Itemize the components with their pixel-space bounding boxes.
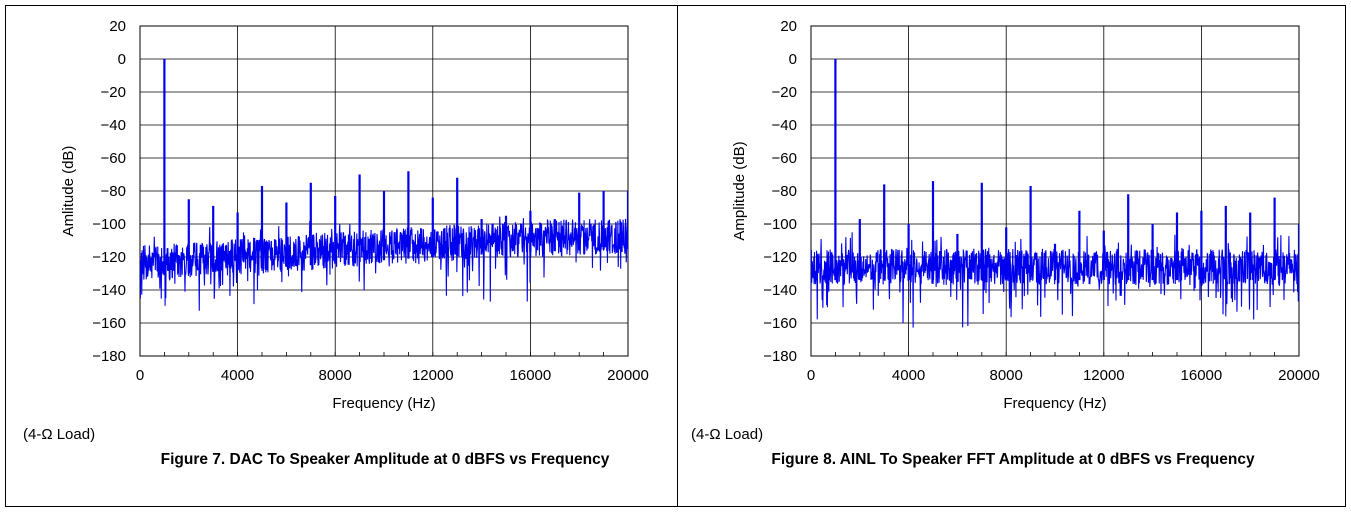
y-tick-label: −160 [763,315,797,332]
chart-plot-7: 20 0 −20 −40 −60 −80 −100 −120 −140 −160 −180 0 4000… [60,18,649,412]
x-tick-label: 8000 [319,367,352,384]
x-axis-label: Frequency (Hz) [332,395,435,412]
y-tick-label: −160 [92,315,126,332]
y-tick-label: −60 [772,150,797,167]
figure-frame [5,5,1346,507]
x-tick-label: 12000 [412,367,454,384]
chart-plot-8: 20 0 −20 −40 −60 −80 −100 −120 −140 −160 −180 0 4000… [731,18,1320,412]
x-tick-label: 4000 [221,367,254,384]
figure-divider [677,5,678,507]
y-tick-label: −120 [92,249,126,266]
x-tick-label: 8000 [990,367,1023,384]
y-tick-label: 0 [118,51,126,68]
figure-panel-8: 20 0 −20 −40 −60 −80 −100 −120 −140 −160 −180 0 4000… [678,5,1350,507]
x-tick-label: 0 [807,367,815,384]
y-tick-label: −60 [101,150,126,167]
y-tick-label: −140 [92,282,126,299]
y-axis-label: Amlitude (dB) [60,146,77,237]
x-tick-label: 0 [136,367,144,384]
y-tick-label: −140 [763,282,797,299]
x-tick-label: 16000 [510,367,552,384]
y-tick-label: −100 [763,216,797,233]
chart-svg-7: 20 0 −20 −40 −60 −80 −100 −120 −140 −160 −180 0 4000… [60,18,649,412]
figure-panel-7: 20 0 −20 −40 −60 −80 −100 −120 −140 −160 −180 0 4000… [5,5,677,507]
y-tick-label: −180 [763,348,797,365]
x-axis-label: Frequency (Hz) [1003,395,1106,412]
y-tick-label: 0 [789,51,797,68]
y-tick-label: −80 [101,183,126,200]
y-tick-label: −40 [101,117,126,134]
figure-caption-8: Figure 8. AINL To Speaker FFT Amplitude … [771,451,1255,468]
x-tick-label: 20000 [1278,367,1320,384]
chart-svg-8: 20 0 −20 −40 −60 −80 −100 −120 −140 −160 −180 0 4000… [731,18,1320,412]
y-tick-label: −100 [92,216,126,233]
plot-border [810,25,1300,357]
y-tick-label: 20 [109,18,126,35]
x-tick-label: 20000 [607,367,649,384]
x-tick-label: 16000 [1181,367,1223,384]
y-axis-label: Amplitude (dB) [731,141,748,240]
y-tick-label: 20 [780,18,797,35]
y-tick-label: −80 [772,183,797,200]
y-tick-label: −180 [92,348,126,365]
x-tick-label: 4000 [892,367,925,384]
y-tick-label: −40 [772,117,797,134]
y-tick-label: −20 [101,84,126,101]
load-note-7: (4-Ω Load) [23,426,96,443]
y-tick-label: −20 [772,84,797,101]
y-tick-label: −120 [763,249,797,266]
load-note-8: (4-Ω Load) [691,426,764,443]
x-tick-label: 12000 [1083,367,1125,384]
figure-caption-7: Figure 7. DAC To Speaker Amplitude at 0 … [160,451,610,468]
